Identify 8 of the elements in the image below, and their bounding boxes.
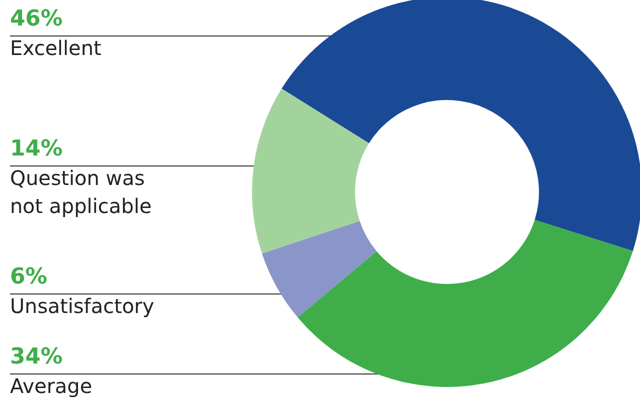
slice-label: Excellent [10,36,102,60]
slice-label: Average [10,374,92,398]
slice-label: Question was not applicable [10,166,152,218]
slice-label: Unsatisfactory [10,294,154,318]
data-label: 46% [10,6,63,32]
data-label: 6% [10,264,48,290]
data-label: 14% [10,136,63,162]
data-label: 34% [10,344,63,370]
